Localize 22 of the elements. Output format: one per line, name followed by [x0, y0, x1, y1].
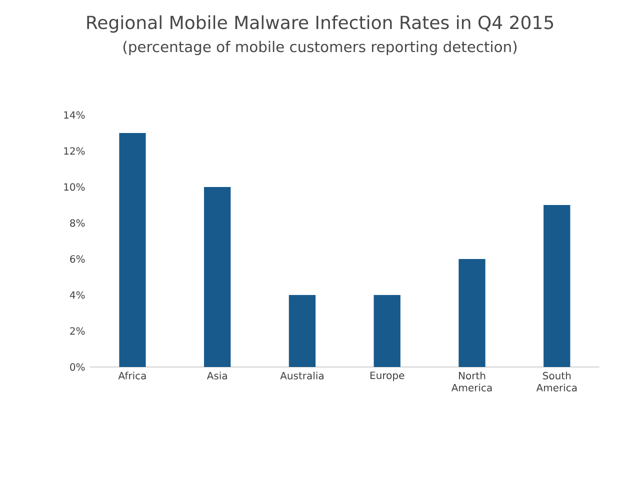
y-tick-label: 8% [70, 219, 85, 227]
y-tick-label: 12% [64, 147, 85, 155]
y-tick-label: 14% [64, 111, 85, 119]
bar [458, 259, 486, 367]
y-tick-label: 6% [70, 255, 85, 263]
y-tick-label: 0% [70, 363, 85, 371]
y-tick-label: 2% [70, 327, 85, 335]
bar [288, 295, 316, 367]
chart-subtitle: (percentage of mobile customers reporting detection) [123, 40, 517, 56]
chart-title: Regional Mobile Malware Infection Rates in Q4 2015 [87, 15, 554, 33]
bar [119, 133, 146, 367]
x-tick-label: Europe [370, 372, 404, 382]
x-tick-label: Australia [280, 372, 324, 380]
x-tick-label: South America [536, 372, 577, 392]
y-tick-label: 4% [70, 291, 85, 299]
x-tick-label: Africa [118, 372, 146, 380]
bar [374, 295, 400, 367]
bar [544, 205, 570, 367]
x-tick-label: Asia [206, 372, 227, 380]
bar [204, 187, 231, 367]
x-tick-label: North America [451, 372, 492, 392]
y-tick-label: 10% [64, 183, 85, 191]
